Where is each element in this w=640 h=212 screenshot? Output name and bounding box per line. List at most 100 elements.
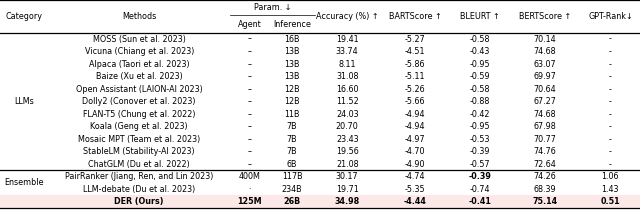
Text: -0.88: -0.88 (470, 97, 490, 106)
Text: Inference: Inference (273, 20, 311, 29)
Text: -0.42: -0.42 (470, 110, 490, 119)
Text: 70.14: 70.14 (534, 35, 556, 44)
Text: 13B: 13B (284, 60, 300, 69)
Text: 72.64: 72.64 (533, 160, 556, 169)
Text: GPT-Rank↓: GPT-Rank↓ (588, 12, 633, 21)
Text: BARTScore ↑: BARTScore ↑ (389, 12, 442, 21)
Text: 74.68: 74.68 (534, 110, 556, 119)
Text: -5.11: -5.11 (405, 72, 426, 81)
Text: -0.58: -0.58 (470, 85, 490, 94)
Text: –: – (248, 122, 252, 131)
Text: 400M: 400M (239, 172, 260, 181)
Text: –: – (248, 160, 252, 169)
Text: –: – (248, 85, 252, 94)
Text: BLEURT ↑: BLEURT ↑ (460, 12, 500, 21)
Text: 68.39: 68.39 (534, 185, 556, 194)
Text: -0.39: -0.39 (470, 147, 490, 156)
Text: 23.43: 23.43 (336, 135, 358, 144)
Text: -: - (609, 60, 612, 69)
Text: -: - (609, 135, 612, 144)
Text: Mosaic MPT (Team et al. 2023): Mosaic MPT (Team et al. 2023) (78, 135, 200, 144)
Text: -4.70: -4.70 (405, 147, 426, 156)
Text: –: – (248, 72, 252, 81)
Text: -5.66: -5.66 (405, 97, 426, 106)
Text: -0.53: -0.53 (470, 135, 490, 144)
Text: 12B: 12B (284, 85, 300, 94)
Text: 70.77: 70.77 (533, 135, 556, 144)
Text: Dolly2 (Conover et al. 2023): Dolly2 (Conover et al. 2023) (83, 97, 196, 106)
Text: -0.59: -0.59 (470, 72, 490, 81)
Text: -4.44: -4.44 (404, 197, 427, 206)
Text: 34.98: 34.98 (335, 197, 360, 206)
Text: -5.35: -5.35 (405, 185, 426, 194)
Text: -0.57: -0.57 (470, 160, 490, 169)
Text: 67.27: 67.27 (533, 97, 556, 106)
Text: 8.11: 8.11 (339, 60, 356, 69)
Text: Param. ↓: Param. ↓ (254, 3, 292, 12)
Text: -0.74: -0.74 (470, 185, 490, 194)
Text: -5.27: -5.27 (405, 35, 426, 44)
Text: -: - (609, 147, 612, 156)
Text: 6B: 6B (287, 160, 297, 169)
Text: -5.26: -5.26 (405, 85, 426, 94)
Text: FLAN-T5 (Chung et al. 2022): FLAN-T5 (Chung et al. 2022) (83, 110, 195, 119)
Text: -: - (609, 85, 612, 94)
Bar (0, 195, 640, 208)
Text: -4.97: -4.97 (405, 135, 426, 144)
Text: 69.97: 69.97 (533, 72, 556, 81)
Text: -: - (609, 110, 612, 119)
Text: 16B: 16B (284, 35, 300, 44)
Text: -0.58: -0.58 (470, 35, 490, 44)
Text: –: – (248, 35, 252, 44)
Text: 67.98: 67.98 (533, 122, 556, 131)
Text: 1.43: 1.43 (602, 185, 619, 194)
Text: Agent: Agent (237, 20, 262, 29)
Text: -0.95: -0.95 (470, 60, 490, 69)
Text: –: – (248, 147, 252, 156)
Text: -: - (609, 122, 612, 131)
Text: 33.74: 33.74 (336, 47, 358, 56)
Text: ChatGLM (Du et al. 2022): ChatGLM (Du et al. 2022) (88, 160, 190, 169)
Text: Category: Category (6, 12, 42, 21)
Text: 7B: 7B (287, 135, 298, 144)
Text: 1.06: 1.06 (602, 172, 619, 181)
Text: 24.03: 24.03 (336, 110, 358, 119)
Text: -4.74: -4.74 (405, 172, 426, 181)
Text: 75.14: 75.14 (532, 197, 557, 206)
Text: -4.51: -4.51 (405, 47, 426, 56)
Text: -0.41: -0.41 (468, 197, 492, 206)
Text: 70.64: 70.64 (534, 85, 556, 94)
Text: 117B: 117B (282, 172, 302, 181)
Text: LLM-debate (Du et al. 2023): LLM-debate (Du et al. 2023) (83, 185, 195, 194)
Text: 63.07: 63.07 (534, 60, 556, 69)
Text: -0.43: -0.43 (470, 47, 490, 56)
Text: –: – (248, 110, 252, 119)
Text: BERTScore ↑: BERTScore ↑ (518, 12, 571, 21)
Text: -: - (609, 97, 612, 106)
Text: -0.95: -0.95 (470, 122, 490, 131)
Text: 30.17: 30.17 (336, 172, 358, 181)
Text: -: - (609, 160, 612, 169)
Text: 11.52: 11.52 (336, 97, 358, 106)
Text: -4.94: -4.94 (405, 110, 426, 119)
Text: 74.68: 74.68 (534, 47, 556, 56)
Text: MOSS (Sun et al. 2023): MOSS (Sun et al. 2023) (93, 35, 186, 44)
Text: 13B: 13B (284, 47, 300, 56)
Text: 7B: 7B (287, 147, 298, 156)
Text: 16.60: 16.60 (336, 85, 358, 94)
Text: –: – (248, 97, 252, 106)
Text: Alpaca (Taori et al. 2023): Alpaca (Taori et al. 2023) (89, 60, 189, 69)
Text: 74.26: 74.26 (533, 172, 556, 181)
Text: 19.71: 19.71 (336, 185, 358, 194)
Text: -: - (609, 35, 612, 44)
Text: 31.08: 31.08 (336, 72, 358, 81)
Text: 20.70: 20.70 (336, 122, 358, 131)
Text: DER (Ours): DER (Ours) (115, 197, 164, 206)
Text: -4.94: -4.94 (405, 122, 426, 131)
Text: 7B: 7B (287, 122, 298, 131)
Text: ·: · (248, 185, 251, 194)
Text: 26B: 26B (284, 197, 301, 206)
Text: –: – (248, 60, 252, 69)
Text: Accuracy (%) ↑: Accuracy (%) ↑ (316, 12, 378, 21)
Text: 125M: 125M (237, 197, 262, 206)
